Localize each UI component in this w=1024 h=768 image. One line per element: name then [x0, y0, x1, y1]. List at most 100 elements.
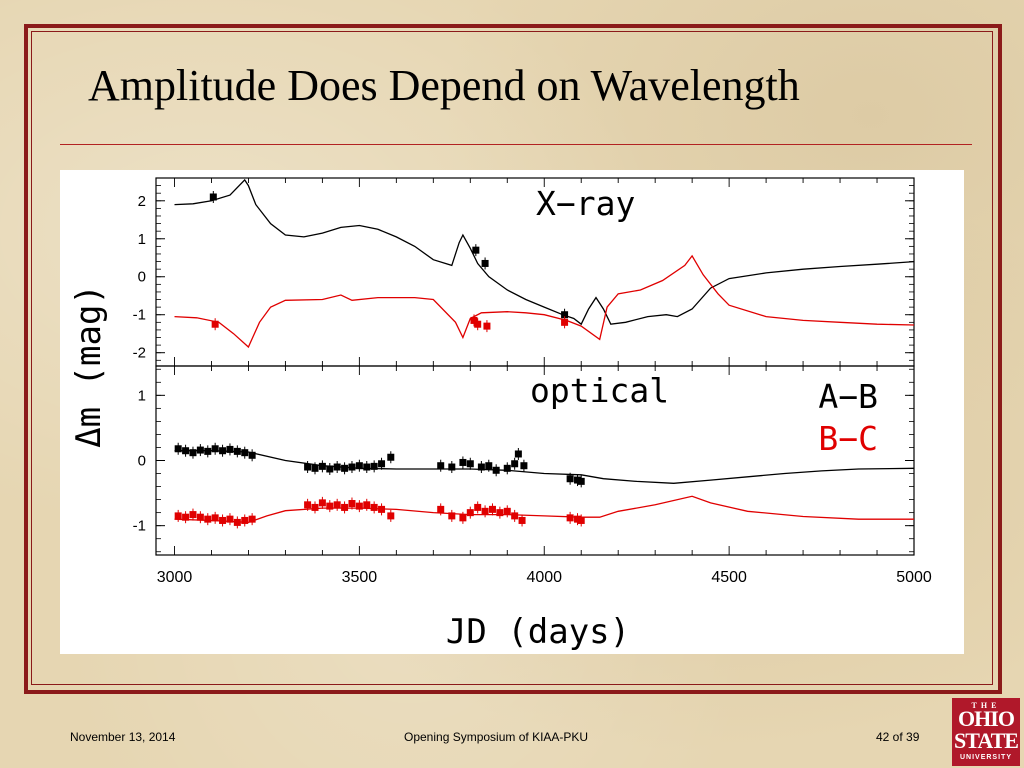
data-point — [503, 507, 511, 515]
data-point — [483, 322, 491, 330]
panel-annotation: optical — [530, 371, 669, 410]
x-tick-label: 4000 — [526, 569, 562, 586]
data-point — [241, 449, 249, 457]
data-point — [318, 499, 326, 507]
data-point — [196, 446, 204, 454]
data-point — [485, 462, 493, 470]
data-point — [437, 505, 445, 513]
data-point — [511, 512, 519, 520]
y-tick-label: -1 — [133, 307, 146, 324]
y-tick-label: 2 — [138, 193, 146, 210]
data-point — [466, 460, 474, 468]
series-line-a-b — [174, 178, 915, 326]
data-point — [174, 445, 182, 453]
data-point — [211, 320, 219, 328]
data-point — [511, 460, 519, 468]
data-point — [378, 505, 386, 513]
data-point — [333, 463, 341, 471]
data-point — [304, 463, 312, 471]
data-point — [488, 505, 496, 513]
data-point — [561, 318, 569, 326]
data-point — [561, 311, 569, 319]
data-point — [355, 502, 363, 510]
data-point — [196, 513, 204, 521]
data-point — [209, 193, 217, 201]
data-point — [189, 449, 197, 457]
data-point — [470, 316, 478, 324]
data-point — [348, 500, 356, 508]
data-point — [514, 450, 522, 458]
data-point — [219, 447, 227, 455]
data-point — [466, 509, 474, 517]
footer-event: Opening Symposium of KIAA-PKU — [404, 730, 589, 744]
data-point — [520, 462, 528, 470]
data-point — [363, 501, 371, 509]
title-divider — [60, 144, 972, 145]
x-axis-label: JD (days) — [446, 612, 630, 652]
footer-page-number: 42 of 39 — [876, 730, 920, 744]
data-point — [182, 447, 190, 455]
logo-ohio: OHIO — [958, 706, 1015, 731]
data-point — [496, 509, 504, 517]
legend-b-c: B−C — [818, 419, 878, 458]
y-tick-label: 0 — [138, 269, 146, 286]
data-point — [448, 463, 456, 471]
data-point — [226, 445, 234, 453]
logo-the: THE — [971, 701, 1001, 710]
data-point — [477, 463, 485, 471]
data-point — [248, 451, 256, 459]
data-point — [233, 447, 241, 455]
data-point — [577, 477, 585, 485]
y-tick-label: 1 — [138, 231, 146, 248]
data-point — [326, 502, 334, 510]
data-point — [318, 462, 326, 470]
data-point — [219, 516, 227, 524]
data-point — [574, 515, 582, 523]
x-tick-label: 3000 — [157, 569, 193, 586]
data-point — [370, 503, 378, 511]
data-point — [474, 320, 482, 328]
data-point — [189, 511, 197, 519]
data-point — [248, 515, 256, 523]
data-point — [566, 475, 574, 483]
x-tick-label: 4500 — [711, 569, 747, 586]
logo-university: UNIVERSITY — [959, 754, 1012, 761]
y-tick-label: -2 — [133, 345, 146, 362]
legend-a-b: A−B — [818, 377, 878, 416]
data-point — [233, 518, 241, 526]
footer-date: November 13, 2014 — [70, 730, 176, 744]
data-point — [211, 514, 219, 522]
data-point — [304, 501, 312, 509]
data-point — [472, 246, 480, 254]
data-point — [518, 516, 526, 524]
y-axis-label: Δm (mag) — [69, 284, 109, 448]
data-point — [481, 507, 489, 515]
logo-state: STATE — [954, 728, 1019, 753]
data-point — [182, 513, 190, 521]
data-point — [348, 463, 356, 471]
data-point — [311, 503, 319, 511]
series-line-b-c — [174, 495, 914, 524]
data-point — [341, 503, 349, 511]
y-tick-label: 1 — [138, 387, 146, 404]
data-point — [459, 458, 467, 466]
x-tick-label: 3500 — [342, 569, 378, 586]
data-point — [370, 462, 378, 470]
chart-panel: 2 1 0 -1 -2 X−ray 1 0 -1 optical 3000 3500 4000 4500 5… — [60, 170, 964, 654]
data-point — [333, 501, 341, 509]
data-point — [492, 466, 500, 474]
slide-frame-inner — [31, 31, 993, 685]
data-point — [574, 476, 582, 484]
data-point — [448, 512, 456, 520]
data-point — [503, 464, 511, 472]
data-point — [326, 465, 334, 473]
data-point — [174, 512, 182, 520]
series-line-b-c — [174, 254, 915, 349]
data-point — [387, 512, 395, 520]
data-point — [204, 515, 212, 523]
data-point — [481, 259, 489, 267]
data-point — [363, 463, 371, 471]
data-point — [459, 514, 467, 522]
university-logo: THE OHIO STATE UNIVERSITY — [952, 698, 1020, 766]
data-point — [378, 460, 386, 468]
